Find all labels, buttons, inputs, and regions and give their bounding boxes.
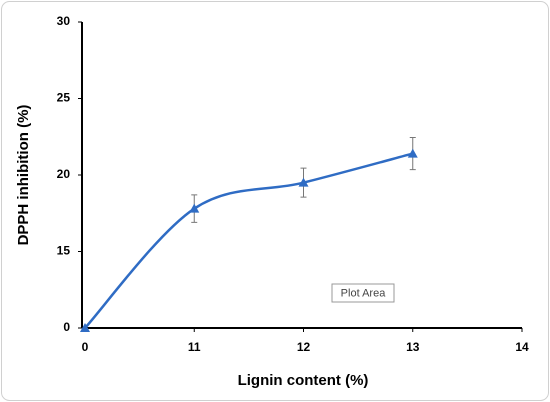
x-axis-title: Lignin content (%) bbox=[238, 372, 369, 389]
line bbox=[84, 152, 414, 329]
marker bbox=[298, 177, 309, 187]
marker bbox=[189, 203, 200, 213]
y-tick-label: 30 bbox=[57, 14, 71, 28]
x-tick-label: 13 bbox=[406, 340, 420, 354]
marker bbox=[80, 323, 90, 332]
y-tick-label: 0 bbox=[63, 320, 70, 334]
y-axis-title: DPPH inhibition (%) bbox=[15, 105, 32, 246]
x-tick-label: 14 bbox=[515, 340, 529, 354]
x-tick-label: 0 bbox=[82, 340, 89, 354]
x-tick-label: 12 bbox=[297, 340, 311, 354]
y-tick-label: 20 bbox=[57, 167, 71, 181]
y-tick-label: 15 bbox=[57, 244, 71, 258]
marker bbox=[407, 148, 418, 158]
tooltip-box bbox=[331, 283, 395, 303]
x-tick-label: 11 bbox=[188, 340, 201, 354]
tooltip: Plot Area bbox=[331, 283, 395, 303]
tooltip-text: Plot Area bbox=[341, 287, 387, 299]
y-tick-label: 25 bbox=[57, 91, 71, 105]
